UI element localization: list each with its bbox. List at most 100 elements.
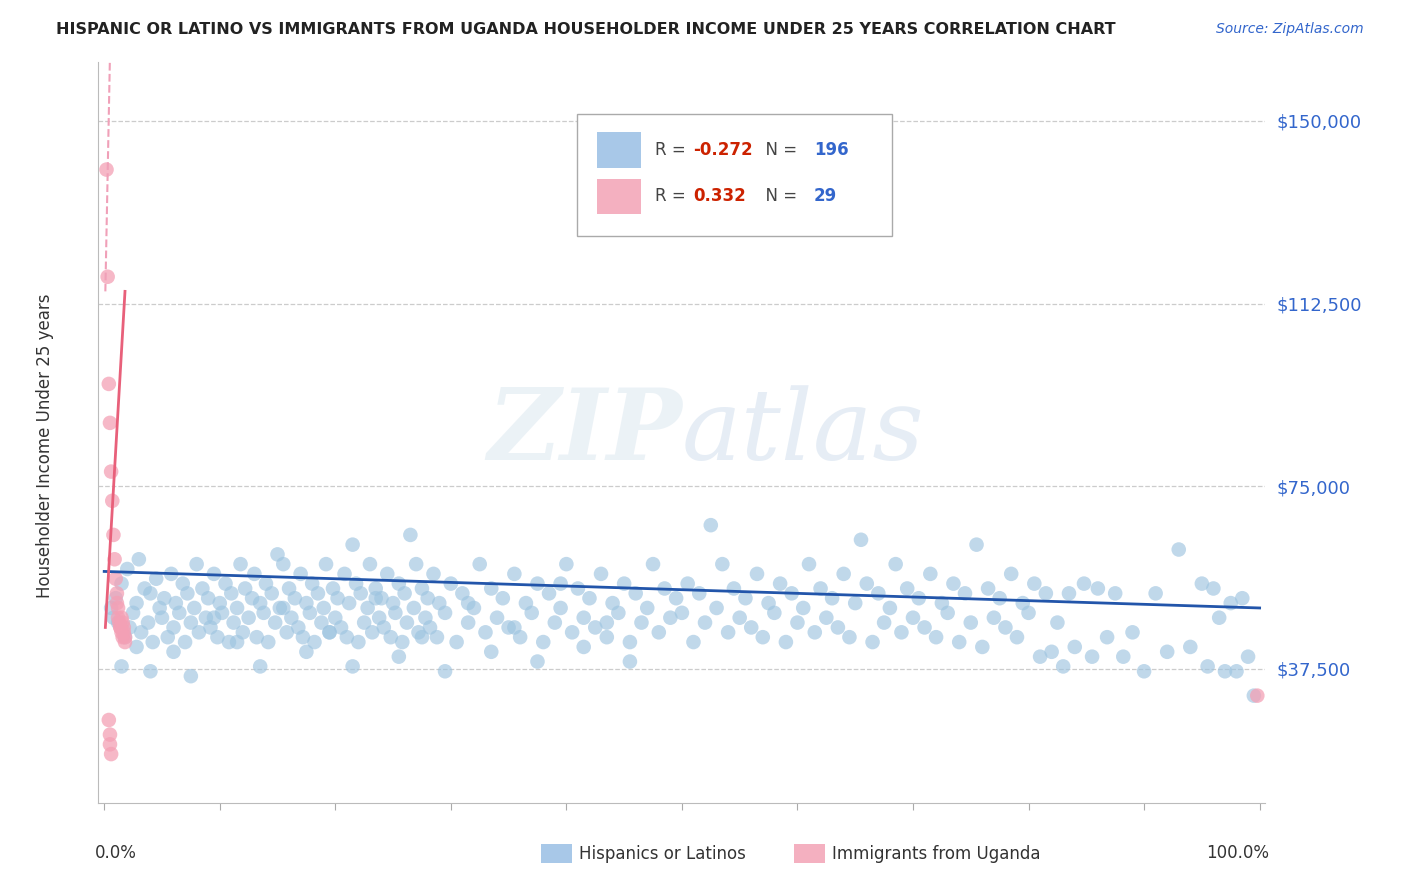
Point	[183, 601, 205, 615]
Point	[966, 538, 988, 552]
Point	[125, 640, 148, 654]
Point	[315, 557, 337, 571]
Point	[619, 635, 641, 649]
Text: Hispanics or Latinos: Hispanics or Latinos	[579, 845, 747, 863]
Point	[942, 576, 965, 591]
Point	[122, 606, 145, 620]
Point	[280, 610, 302, 624]
Point	[550, 601, 572, 615]
Point	[457, 615, 479, 630]
Point	[380, 630, 402, 644]
Point	[422, 566, 444, 581]
Point	[260, 586, 283, 600]
Text: N =: N =	[755, 187, 803, 205]
Point	[307, 586, 329, 600]
Point	[104, 591, 127, 606]
Point	[298, 606, 321, 620]
Point	[107, 601, 129, 615]
Point	[253, 606, 276, 620]
Point	[434, 606, 457, 620]
Point	[232, 625, 254, 640]
Point	[342, 538, 364, 552]
Point	[797, 557, 820, 571]
Point	[1063, 640, 1085, 654]
Point	[1005, 630, 1028, 644]
Point	[763, 606, 786, 620]
Text: N =: N =	[755, 141, 803, 159]
Point	[266, 548, 288, 562]
Point	[479, 582, 502, 596]
Point	[769, 576, 792, 591]
Point	[775, 635, 797, 649]
Point	[323, 610, 346, 624]
Text: 0.0%: 0.0%	[96, 844, 136, 862]
Point	[291, 630, 314, 644]
Point	[97, 269, 120, 284]
Point	[411, 582, 433, 596]
Point	[364, 582, 387, 596]
Bar	[596, 178, 641, 214]
Point	[271, 601, 294, 615]
Point	[1219, 596, 1241, 610]
Point	[149, 601, 172, 615]
Point	[914, 620, 936, 634]
Point	[394, 586, 416, 600]
Point	[156, 630, 179, 644]
Point	[832, 566, 855, 581]
Point	[734, 591, 756, 606]
Point	[827, 620, 849, 634]
Point	[107, 615, 129, 630]
Point	[936, 606, 959, 620]
Point	[186, 557, 208, 571]
Point	[1081, 649, 1104, 664]
Point	[682, 635, 704, 649]
Point	[388, 576, 411, 591]
Point	[613, 576, 636, 591]
Point	[97, 376, 120, 391]
Point	[368, 610, 391, 624]
Point	[240, 591, 263, 606]
Point	[567, 582, 589, 596]
Point	[451, 586, 474, 600]
Point	[959, 615, 981, 630]
Point	[815, 610, 838, 624]
Point	[1180, 640, 1202, 654]
Point	[648, 625, 671, 640]
Point	[388, 649, 411, 664]
Point	[117, 562, 139, 576]
Point	[884, 557, 907, 571]
Point	[1133, 665, 1156, 679]
Point	[107, 610, 129, 624]
Point	[1052, 659, 1074, 673]
Text: atlas: atlas	[682, 385, 925, 480]
Point	[98, 416, 121, 430]
Point	[330, 620, 353, 634]
Point	[105, 586, 128, 600]
Point	[515, 596, 537, 610]
Point	[246, 630, 269, 644]
Point	[659, 610, 682, 624]
Point	[434, 665, 457, 679]
Point	[402, 601, 425, 615]
Point	[114, 630, 136, 644]
Point	[114, 635, 136, 649]
Point	[391, 635, 413, 649]
Point	[180, 669, 202, 683]
Point	[555, 557, 578, 571]
Point	[561, 625, 583, 640]
Point	[112, 620, 135, 634]
Point	[780, 586, 803, 600]
Point	[596, 615, 619, 630]
Point	[723, 582, 745, 596]
Point	[128, 552, 150, 566]
Point	[972, 640, 994, 654]
Point	[194, 610, 217, 624]
Text: ZIP: ZIP	[486, 384, 682, 481]
Point	[359, 557, 381, 571]
Point	[411, 630, 433, 644]
Point	[1191, 576, 1213, 591]
Point	[110, 620, 132, 634]
Point	[318, 625, 340, 640]
Point	[118, 620, 141, 634]
Text: 0.332: 0.332	[693, 187, 747, 205]
